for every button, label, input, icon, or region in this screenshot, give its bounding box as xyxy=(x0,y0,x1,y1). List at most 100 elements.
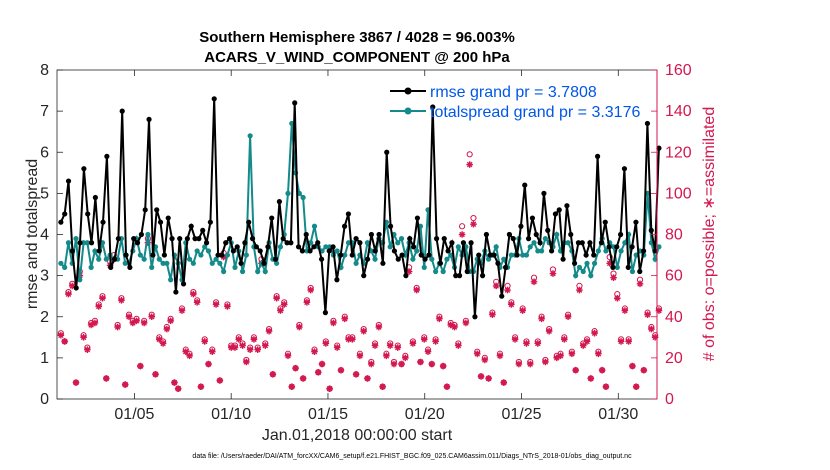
asterisk-glyph xyxy=(197,383,205,390)
rmse-point xyxy=(403,273,409,279)
rmse-point xyxy=(280,236,286,242)
asterisk-glyph xyxy=(420,336,428,343)
obs-assimilated-point xyxy=(515,360,523,368)
rmse-point xyxy=(196,236,202,242)
obs-assimilated-point xyxy=(458,231,466,238)
rmse-point xyxy=(315,240,321,246)
obs-assimilated-point xyxy=(163,325,171,333)
spread-point xyxy=(243,252,249,258)
obs-assimilated-point xyxy=(644,311,651,318)
asterisk-glyph xyxy=(579,342,587,349)
rmse-point xyxy=(269,215,275,221)
spread-point xyxy=(410,256,416,262)
x-tick-label: 01/05 xyxy=(114,406,154,423)
asterisk-glyph xyxy=(496,352,504,360)
asterisk-glyph xyxy=(171,379,178,386)
obs-assimilated-point xyxy=(511,336,519,343)
asterisk-glyph xyxy=(345,336,352,343)
rmse-point xyxy=(88,240,95,246)
obs-assimilated-point xyxy=(383,352,390,360)
spread-point xyxy=(168,277,174,283)
spread-point xyxy=(217,260,223,266)
rmse-point xyxy=(234,244,240,250)
obs-assimilated-point xyxy=(443,383,451,390)
y-right-tick-label: 160 xyxy=(665,62,692,79)
obs-assimilated-point xyxy=(394,344,402,351)
obs-assimilated-point xyxy=(489,311,496,318)
obs-assimilated-point xyxy=(216,377,224,384)
obs-assimilated-point xyxy=(534,340,542,347)
spread-point xyxy=(103,256,109,262)
obs-assimilated-point xyxy=(462,319,470,327)
obs-assimilated-point xyxy=(299,375,307,382)
spread-point xyxy=(73,236,79,242)
rmse-point xyxy=(345,211,352,217)
asterisk-glyph xyxy=(568,350,576,358)
obs-assimilated-point xyxy=(303,299,311,306)
obs-assimilated-point xyxy=(265,327,273,335)
spread-point xyxy=(618,248,624,254)
obs-assimilated-point xyxy=(91,319,99,327)
obs-assimilated-point xyxy=(239,342,246,349)
obs-assimilated-point xyxy=(526,360,534,368)
rmse-point xyxy=(142,207,148,213)
asterisk-glyph xyxy=(224,303,231,310)
rmse-point xyxy=(391,248,398,254)
obs-assimilated-point xyxy=(322,340,330,347)
y-tick-label: 7 xyxy=(40,103,49,120)
rmse-point xyxy=(146,116,152,122)
rmse-point xyxy=(426,252,432,258)
spread-point xyxy=(156,256,162,262)
rmse-point xyxy=(276,199,282,205)
asterisk-glyph xyxy=(591,329,598,337)
rmse-point xyxy=(418,252,424,258)
obs-assimilated-point xyxy=(148,313,156,321)
rmse-point xyxy=(560,256,566,262)
asterisk-glyph xyxy=(280,301,288,308)
asterisk-glyph xyxy=(402,354,409,362)
y-right-tick-label: 40 xyxy=(665,309,683,326)
obs-assimilated-point xyxy=(61,338,68,345)
rmse-point xyxy=(364,256,371,262)
rmse-point xyxy=(238,260,244,266)
rmse-point xyxy=(483,231,490,238)
obs-assimilated-point xyxy=(243,358,250,366)
x-tick-label: 01/20 xyxy=(405,406,445,423)
spread-point xyxy=(345,240,352,246)
x-tick-label: 01/30 xyxy=(598,406,638,423)
asterisk-glyph xyxy=(632,383,640,390)
asterisk-glyph xyxy=(436,315,443,323)
chart-title-line1: Southern Hemisphere 3867 / 4028 = 96.003… xyxy=(199,29,515,46)
asterisk-glyph xyxy=(193,299,201,306)
spread-point xyxy=(414,248,420,254)
spread-point xyxy=(232,264,238,270)
rmse-point xyxy=(200,227,206,233)
asterisk-glyph xyxy=(466,161,473,168)
rmse-point xyxy=(575,240,582,246)
rmse-point xyxy=(226,236,233,242)
asterisk-glyph xyxy=(87,321,95,329)
y-tick-label: 2 xyxy=(40,309,49,326)
asterisk-glyph xyxy=(572,366,579,374)
rmse-point xyxy=(92,194,98,201)
asterisk-glyph xyxy=(492,282,500,290)
asterisk-glyph xyxy=(341,315,349,323)
obs-assimilated-point xyxy=(246,346,254,353)
obs-assimilated-point xyxy=(545,327,553,335)
spread-point xyxy=(334,248,340,254)
obs-assimilated-point xyxy=(352,371,360,378)
asterisk-glyph xyxy=(118,297,125,304)
asterisk-glyph xyxy=(61,338,68,345)
obs-assimilated-point xyxy=(231,344,239,351)
rmse-point xyxy=(173,289,179,295)
rmse-point xyxy=(518,223,524,229)
asterisk-glyph xyxy=(239,342,246,349)
obs-assimilated-point xyxy=(311,348,318,356)
obs-assimilated-point xyxy=(140,319,148,327)
asterisk-glyph xyxy=(235,336,243,343)
rmse-point xyxy=(215,252,221,258)
rmse-point xyxy=(652,248,658,254)
obs-assimilated-point xyxy=(273,294,280,302)
obs-assimilated-point xyxy=(314,368,322,376)
